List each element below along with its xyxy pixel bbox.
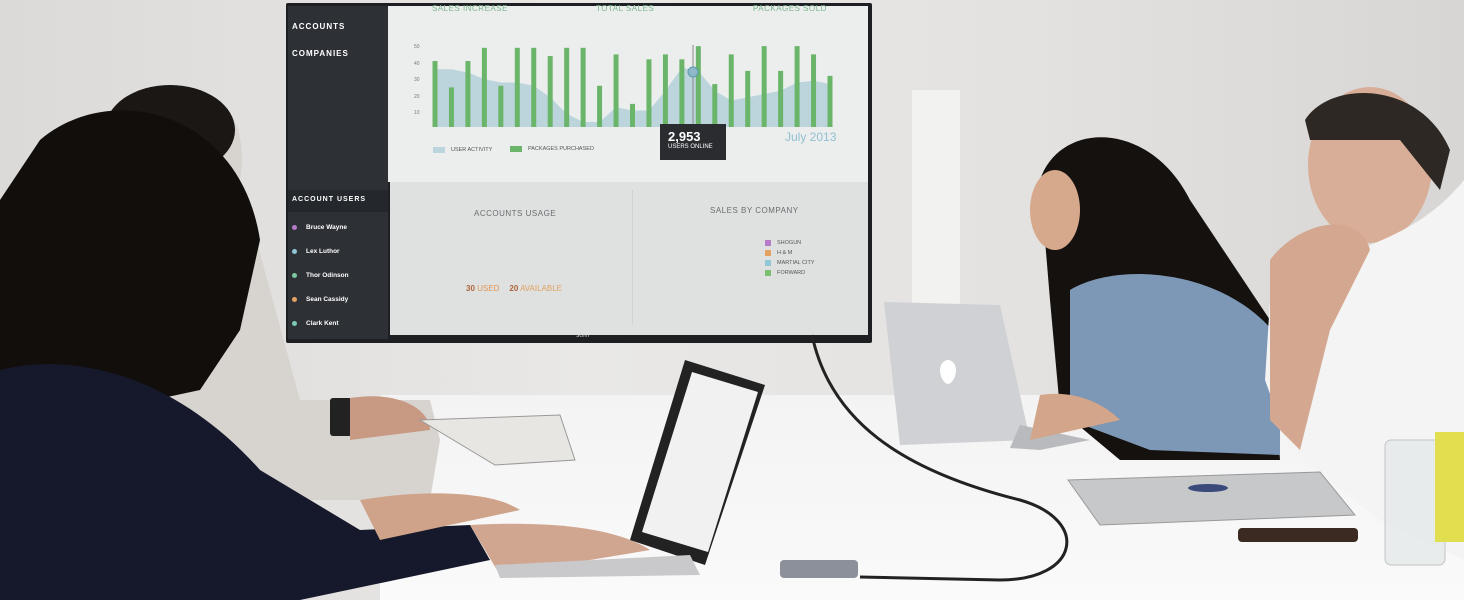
used-label: USED [477, 284, 500, 293]
packages-bar[interactable] [778, 70, 784, 127]
packages-bar[interactable] [613, 54, 619, 127]
folder [418, 414, 576, 466]
users-online-label: USERS ONLINE [668, 144, 713, 150]
account-users-header-bar [288, 190, 388, 212]
legend-swatch [765, 250, 771, 256]
packages-bar[interactable] [712, 84, 718, 127]
account-user-item[interactable]: Lex Luthor [292, 248, 340, 255]
laptop-right [884, 302, 1030, 445]
account-user-item[interactable]: Sean Cassidy [292, 296, 348, 303]
yellow-chair [1435, 432, 1464, 542]
laptop-closed [1067, 471, 1357, 526]
packages-bar[interactable] [811, 54, 817, 127]
y-tick-label: 40 [414, 60, 420, 67]
accounts-usage-title: ACCOUNTS USAGE [474, 209, 557, 218]
dashboard-lower-panel: ACCOUNTS USAGE 30 USED 20 AVAILABLE SALE… [390, 182, 868, 335]
legend-swatch [765, 240, 771, 246]
y-tick-label: 30 [414, 77, 420, 83]
phone [1238, 528, 1358, 542]
legend-swatch [765, 270, 771, 276]
hover-point[interactable] [687, 66, 699, 78]
user-name: Thor Odinson [306, 272, 349, 279]
account-user-item[interactable]: Thor Odinson [292, 272, 349, 279]
packages-bar[interactable] [597, 85, 603, 127]
chart-period: July 2013 [785, 130, 837, 144]
sidebar-item-accounts[interactable]: ACCOUNTS [292, 22, 346, 31]
header-sales-increase: SALES INCREASE [432, 4, 508, 13]
donut-legend-item: H & M [765, 248, 815, 258]
packages-bar[interactable] [745, 70, 751, 127]
packages-bar[interactable] [448, 87, 454, 127]
header-total-sales: TOTAL SALES [596, 4, 655, 13]
packages-bar[interactable] [498, 85, 504, 127]
packages-bar[interactable] [827, 75, 833, 127]
user-name: Bruce Wayne [306, 224, 347, 231]
available-value: 20 [509, 284, 519, 293]
packages-bar[interactable] [728, 54, 734, 127]
packages-bar[interactable] [481, 47, 487, 127]
legend-label: FORWARD [777, 270, 806, 276]
user-name: Clark Kent [306, 320, 339, 327]
user-status-dot [292, 249, 297, 254]
packages-bar[interactable] [432, 61, 438, 127]
packages-bar[interactable] [679, 59, 685, 127]
packages-bar[interactable] [646, 59, 652, 127]
account-user-item[interactable]: Clark Kent [292, 320, 339, 327]
user-name: Lex Luthor [306, 248, 340, 255]
legend-label: H & M [777, 250, 793, 256]
legend-packages-purchased: PACKAGES PURCHASED [510, 146, 594, 152]
legend-user-activity: USER ACTIVITY [433, 147, 492, 153]
user-status-dot [292, 273, 297, 278]
account-users-header: ACCOUNT USERS [292, 196, 367, 203]
packages-bar[interactable] [580, 47, 586, 127]
sales-by-company-title: SALES BY COMPANY [710, 206, 799, 215]
sony-logo: SONY [576, 333, 591, 339]
packages-bar[interactable] [630, 103, 635, 127]
user-status-dot [292, 297, 297, 302]
panel-divider [632, 190, 633, 325]
used-value: 30 [466, 284, 475, 293]
available-label: AVAILABLE [520, 284, 563, 293]
usb-hub [780, 560, 858, 578]
packages-bar[interactable] [531, 47, 537, 127]
donut-legend-item: SHOGUN [765, 238, 815, 248]
packages-bar[interactable] [514, 47, 520, 127]
donut-legend-item: MARTIAL CITY [765, 258, 815, 268]
header-packages-sold: PACKAGES SOLD [753, 4, 827, 13]
legend-swatch [765, 260, 771, 266]
y-tick-label: 20 [414, 93, 420, 100]
legend-label: MARTIAL CITY [777, 260, 815, 266]
sidebar-item-companies[interactable]: COMPANIES [292, 49, 349, 58]
user-name: Sean Cassidy [306, 296, 349, 303]
donut-legend-item: FORWARD [765, 268, 815, 278]
dashboard-sidebar: ACCOUNTS COMPANIES ACCOUNT USERS Bruce W… [288, 6, 388, 339]
packages-bar[interactable] [547, 56, 553, 127]
packages-bar[interactable] [662, 54, 668, 127]
packages-bar[interactable] [465, 61, 471, 127]
packages-bar[interactable] [564, 47, 570, 127]
packages-bar[interactable] [761, 46, 767, 127]
packages-bar[interactable] [695, 46, 701, 127]
sales-by-company-legend: SHOGUN H & M MARTIAL CITY FORWARD [765, 238, 815, 278]
person-front-woman-hair [0, 110, 260, 421]
user-status-dot [292, 321, 297, 326]
cable [810, 334, 1069, 582]
legend-label: SHOGUN [777, 240, 802, 246]
accounts-usage-values: 30 USED 20 AVAILABLE [466, 284, 562, 293]
y-tick-label: 50 [414, 44, 420, 50]
users-online-value: 2,953 [668, 129, 701, 144]
wall-light-patch [912, 90, 960, 310]
account-user-item[interactable]: Bruce Wayne [292, 224, 347, 231]
packages-bar[interactable] [794, 46, 800, 127]
user-status-dot [292, 225, 297, 230]
y-tick-label: 10 [414, 110, 420, 116]
watch [330, 398, 352, 436]
users-online-tooltip: 2,953 USERS ONLINE [660, 124, 726, 160]
